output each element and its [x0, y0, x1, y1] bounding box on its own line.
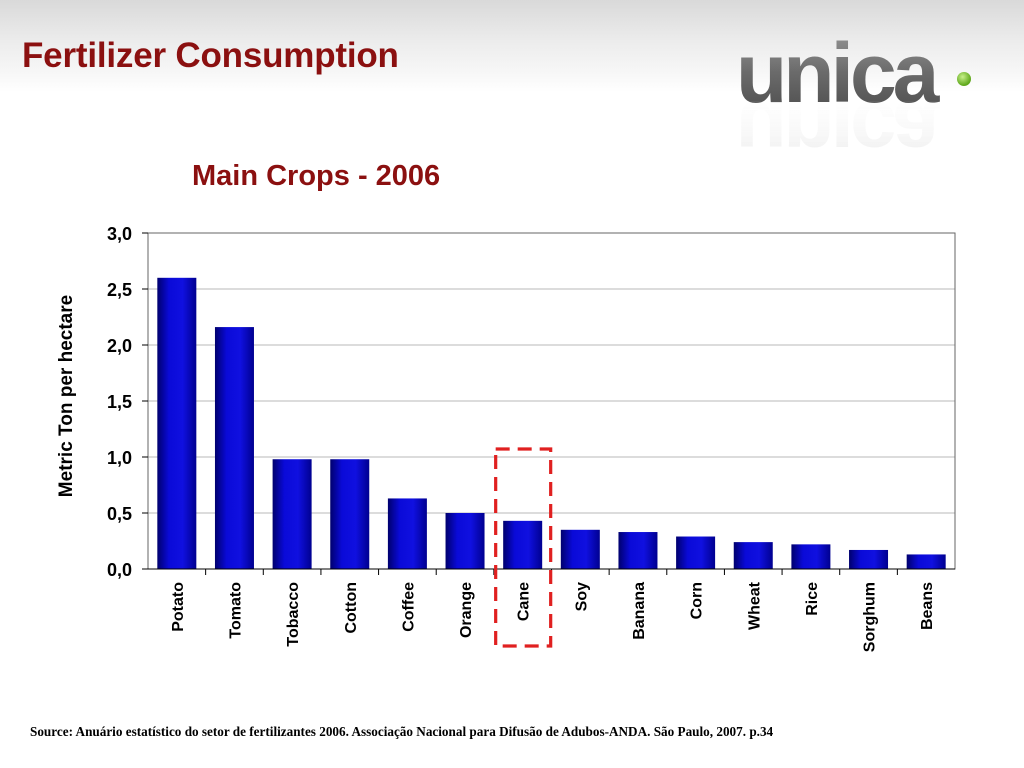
slide-title: Fertilizer Consumption — [22, 36, 399, 75]
bar-corn — [676, 536, 716, 569]
header-band — [0, 0, 1024, 92]
logo-reflection: unica — [736, 84, 941, 148]
cane-highlight-box — [494, 447, 553, 648]
x-tick-label: Beans — [919, 582, 936, 630]
y-axis-label: Metric Ton per hectare — [56, 295, 77, 497]
source-citation: Source: Anuário estatístico do setor de … — [30, 724, 774, 739]
x-tick-label: Corn — [689, 582, 706, 619]
x-tick-label: Potato — [170, 582, 187, 632]
x-tick-label: Coffee — [400, 582, 417, 632]
y-tick-label: 2,0 — [107, 336, 132, 356]
x-tick-label: Rice — [804, 582, 821, 616]
x-tick-label: Tobacco — [285, 582, 302, 647]
bar-wheat — [733, 542, 773, 569]
bar-cotton — [330, 459, 370, 569]
x-axis-labels: Potato Tomato Tobacco Cotton Coffee Orange Can… — [148, 568, 955, 652]
bar-sorghum — [849, 549, 889, 569]
y-tick-label: 1,0 — [107, 448, 132, 468]
bar-coffee — [387, 498, 427, 569]
bar-cane — [503, 520, 543, 569]
grid-lines — [148, 288, 955, 514]
x-tick-label: Soy — [573, 582, 590, 611]
x-tick-label: Tomato — [227, 582, 244, 639]
bar-soy — [560, 529, 600, 569]
bar-orange — [445, 513, 485, 569]
x-tick-label: Orange — [458, 582, 475, 638]
x-tick-label: Cane — [516, 582, 533, 621]
bars — [157, 277, 946, 569]
chart-title: Main Crops - 2006 — [192, 160, 441, 192]
logo-wordmark: unica — [736, 30, 941, 120]
y-axis-ticks: 0,0 0,5 1,0 1,5 2,0 2,5 3,0 — [107, 224, 148, 580]
logo-green-dot-icon — [957, 72, 971, 86]
x-tick-label: Wheat — [746, 581, 763, 630]
x-tick-label: Cotton — [343, 582, 360, 634]
y-tick-label: 2,5 — [107, 280, 132, 300]
plot-area — [147, 232, 956, 570]
bar-rice — [791, 544, 831, 569]
bar-banana — [618, 532, 658, 569]
bar-tomato — [214, 327, 254, 569]
y-tick-label: 0,0 — [107, 560, 132, 580]
unica-logo: unica unica — [736, 30, 971, 148]
bar-tobacco — [272, 459, 312, 569]
x-tick-label: Sorghum — [862, 582, 879, 652]
y-tick-label: 3,0 — [107, 224, 132, 244]
y-tick-label: 0,5 — [107, 504, 132, 524]
x-tick-label: Banana — [631, 582, 648, 640]
bar-potato — [157, 277, 197, 569]
bar-beans — [906, 554, 946, 569]
y-tick-label: 1,5 — [107, 392, 132, 412]
